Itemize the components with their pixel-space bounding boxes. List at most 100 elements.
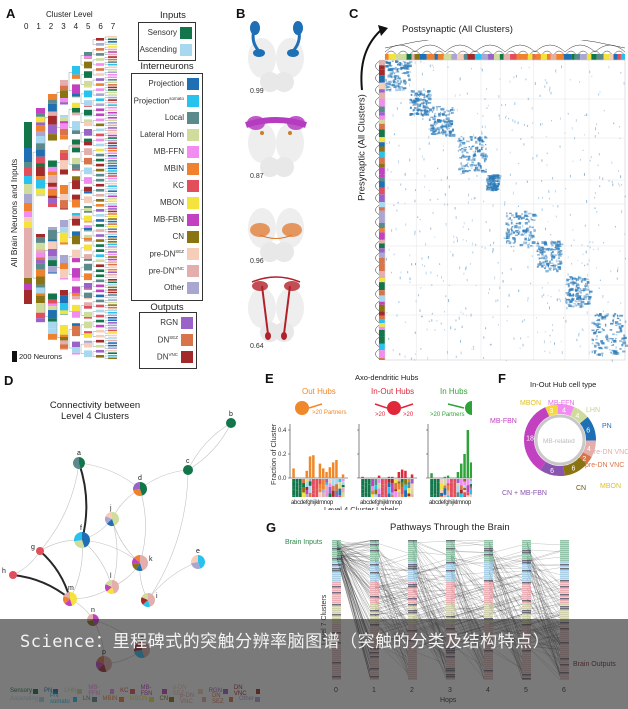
legend-item-interneurons-8: MB-FBN: [132, 211, 202, 228]
legend-item-outputs-1: DNSEZ: [140, 331, 196, 348]
bar: [292, 468, 295, 478]
cluster-level-4: 4: [73, 22, 79, 31]
legend-swatch: [187, 281, 199, 294]
cluster-level-0: 0: [24, 22, 29, 31]
cluster-node-label: i: [156, 593, 158, 600]
legend-swatch: [187, 264, 199, 277]
legend-swatch: [187, 77, 199, 90]
legend-item-label: Ascending: [139, 45, 177, 54]
donut-segment: [540, 461, 565, 476]
legend-swatch: [187, 179, 199, 192]
cluster-node-label: d: [138, 475, 142, 482]
cluster-node-l[interactable]: l: [104, 573, 119, 594]
legend-swatch: [187, 162, 199, 175]
bar: [404, 470, 407, 478]
legend-item-label: MBON: [160, 198, 184, 207]
legend-item-interneurons-0: Projection: [132, 75, 202, 92]
donut-segment: [563, 457, 587, 476]
donut-segment: [557, 404, 575, 417]
legend-item-label: RGN: [160, 318, 178, 327]
panel-d-letter: D: [4, 373, 14, 388]
donut-segment: [545, 404, 559, 417]
level4-cluster-labels-axis: Level 4 Cluster Labels: [324, 505, 398, 510]
panel-d-title-line2: Level 4 Clusters: [60, 411, 130, 422]
cluster-node-b[interactable]: b: [226, 411, 236, 428]
cluster-node-g[interactable]: g: [31, 544, 44, 555]
legend-outputs: RGN DNSEZ DNVNC: [139, 312, 197, 369]
bar: [361, 476, 364, 478]
hub-icon: [387, 401, 401, 415]
fraction-of-cluster-label: Fraction of Cluster: [269, 423, 278, 485]
hub-icon: [295, 401, 309, 415]
panel-g-letter: G: [266, 520, 277, 535]
legend-item-label: Lateral Horn: [139, 130, 184, 139]
bar: [391, 476, 394, 478]
cluster-node-label: h: [2, 568, 6, 575]
caption-text: Science：里程碑式的突触分辨率脑图谱（突触的分类及结构特点）: [20, 632, 551, 652]
cluster-node-k[interactable]: k: [132, 555, 153, 571]
panel-d-title: Connectivity between Level 4 Clusters: [30, 400, 160, 422]
scale-bar: [12, 351, 17, 362]
cluster-level-7: 7: [110, 22, 116, 31]
panel-f-title: In-Out Hub cell type: [530, 380, 597, 389]
svg-text:0.2: 0.2: [278, 452, 287, 458]
legend-outputs-title: Outputs: [150, 302, 184, 313]
legend-item-interneurons-9: CN: [132, 228, 202, 245]
svg-text:>20: >20: [375, 412, 386, 418]
bar: [318, 463, 322, 478]
legend-item-interneurons-10: pre-DNSEZ: [132, 245, 202, 262]
panel-b-letter: B: [236, 6, 246, 21]
bar: [312, 455, 315, 478]
cluster-level-1: 1: [36, 22, 41, 31]
donut-segment: [579, 416, 596, 441]
donut-segment-value: 6: [586, 428, 590, 435]
cluster-node-i[interactable]: i: [141, 593, 158, 607]
cluster-node-d[interactable]: d: [133, 475, 147, 496]
hub-type-label: Out Hubs: [302, 387, 336, 396]
bar: [331, 462, 335, 478]
cluster-node-j[interactable]: j: [104, 505, 120, 526]
legend-swatch: [187, 213, 199, 226]
cluster-node-f[interactable]: f: [74, 525, 91, 548]
legend-inputs: Sensory Ascending: [138, 22, 196, 61]
cluster-tick-labels: abcdefghijklmnop: [360, 500, 403, 506]
donut-segment: [582, 440, 596, 458]
cluster-node-label: j: [109, 505, 112, 512]
legend-swatch: [181, 316, 193, 329]
cluster-level-title: Cluster Level: [46, 10, 93, 19]
cluster-node-label: b: [229, 411, 233, 418]
legend-swatch: [180, 26, 192, 39]
cluster-node-e[interactable]: e: [191, 548, 205, 569]
legend-swatch: [187, 247, 199, 260]
cluster-node-m[interactable]: m: [63, 585, 77, 606]
legend-swatch: [187, 145, 199, 158]
svg-text:0.4: 0.4: [278, 428, 287, 434]
cluster-node-h[interactable]: h: [2, 568, 17, 579]
cluster-node-label: n: [91, 607, 95, 614]
neuron-render-0: 0.99: [248, 21, 304, 95]
cluster-node-a[interactable]: a: [72, 450, 85, 469]
neuron-render-2: 0.96: [248, 208, 304, 265]
bar: [469, 462, 472, 478]
cluster-node-c[interactable]: c: [183, 458, 193, 475]
caption-overlay-banner: Science：里程碑式的突触分辨率脑图谱（突触的分类及结构特点）: [0, 619, 628, 709]
legend-item-interneurons-3: Lateral Horn: [132, 126, 202, 143]
neuron-render-1: 0.87: [245, 116, 307, 180]
bar: [308, 456, 312, 478]
legend-swatch: [181, 333, 193, 346]
donut-segment-value: 3: [549, 408, 553, 415]
donut-outer-label: pre-DN VNC: [585, 462, 624, 469]
cluster-node-label: g: [31, 544, 35, 551]
cluster-node-label: k: [149, 556, 153, 563]
bar: [466, 430, 470, 478]
donut-outer-label: PN: [602, 423, 612, 430]
bar: [410, 474, 414, 478]
legend-item-label: Local: [164, 113, 184, 122]
donut-segment-value: 4: [587, 446, 591, 453]
legend-swatch: [187, 128, 199, 141]
y-axis-label-all-neurons: All Brain Neurons and Inputs: [9, 158, 19, 268]
legend-item-interneurons-7: MBON: [132, 194, 202, 211]
bar: [400, 469, 404, 478]
